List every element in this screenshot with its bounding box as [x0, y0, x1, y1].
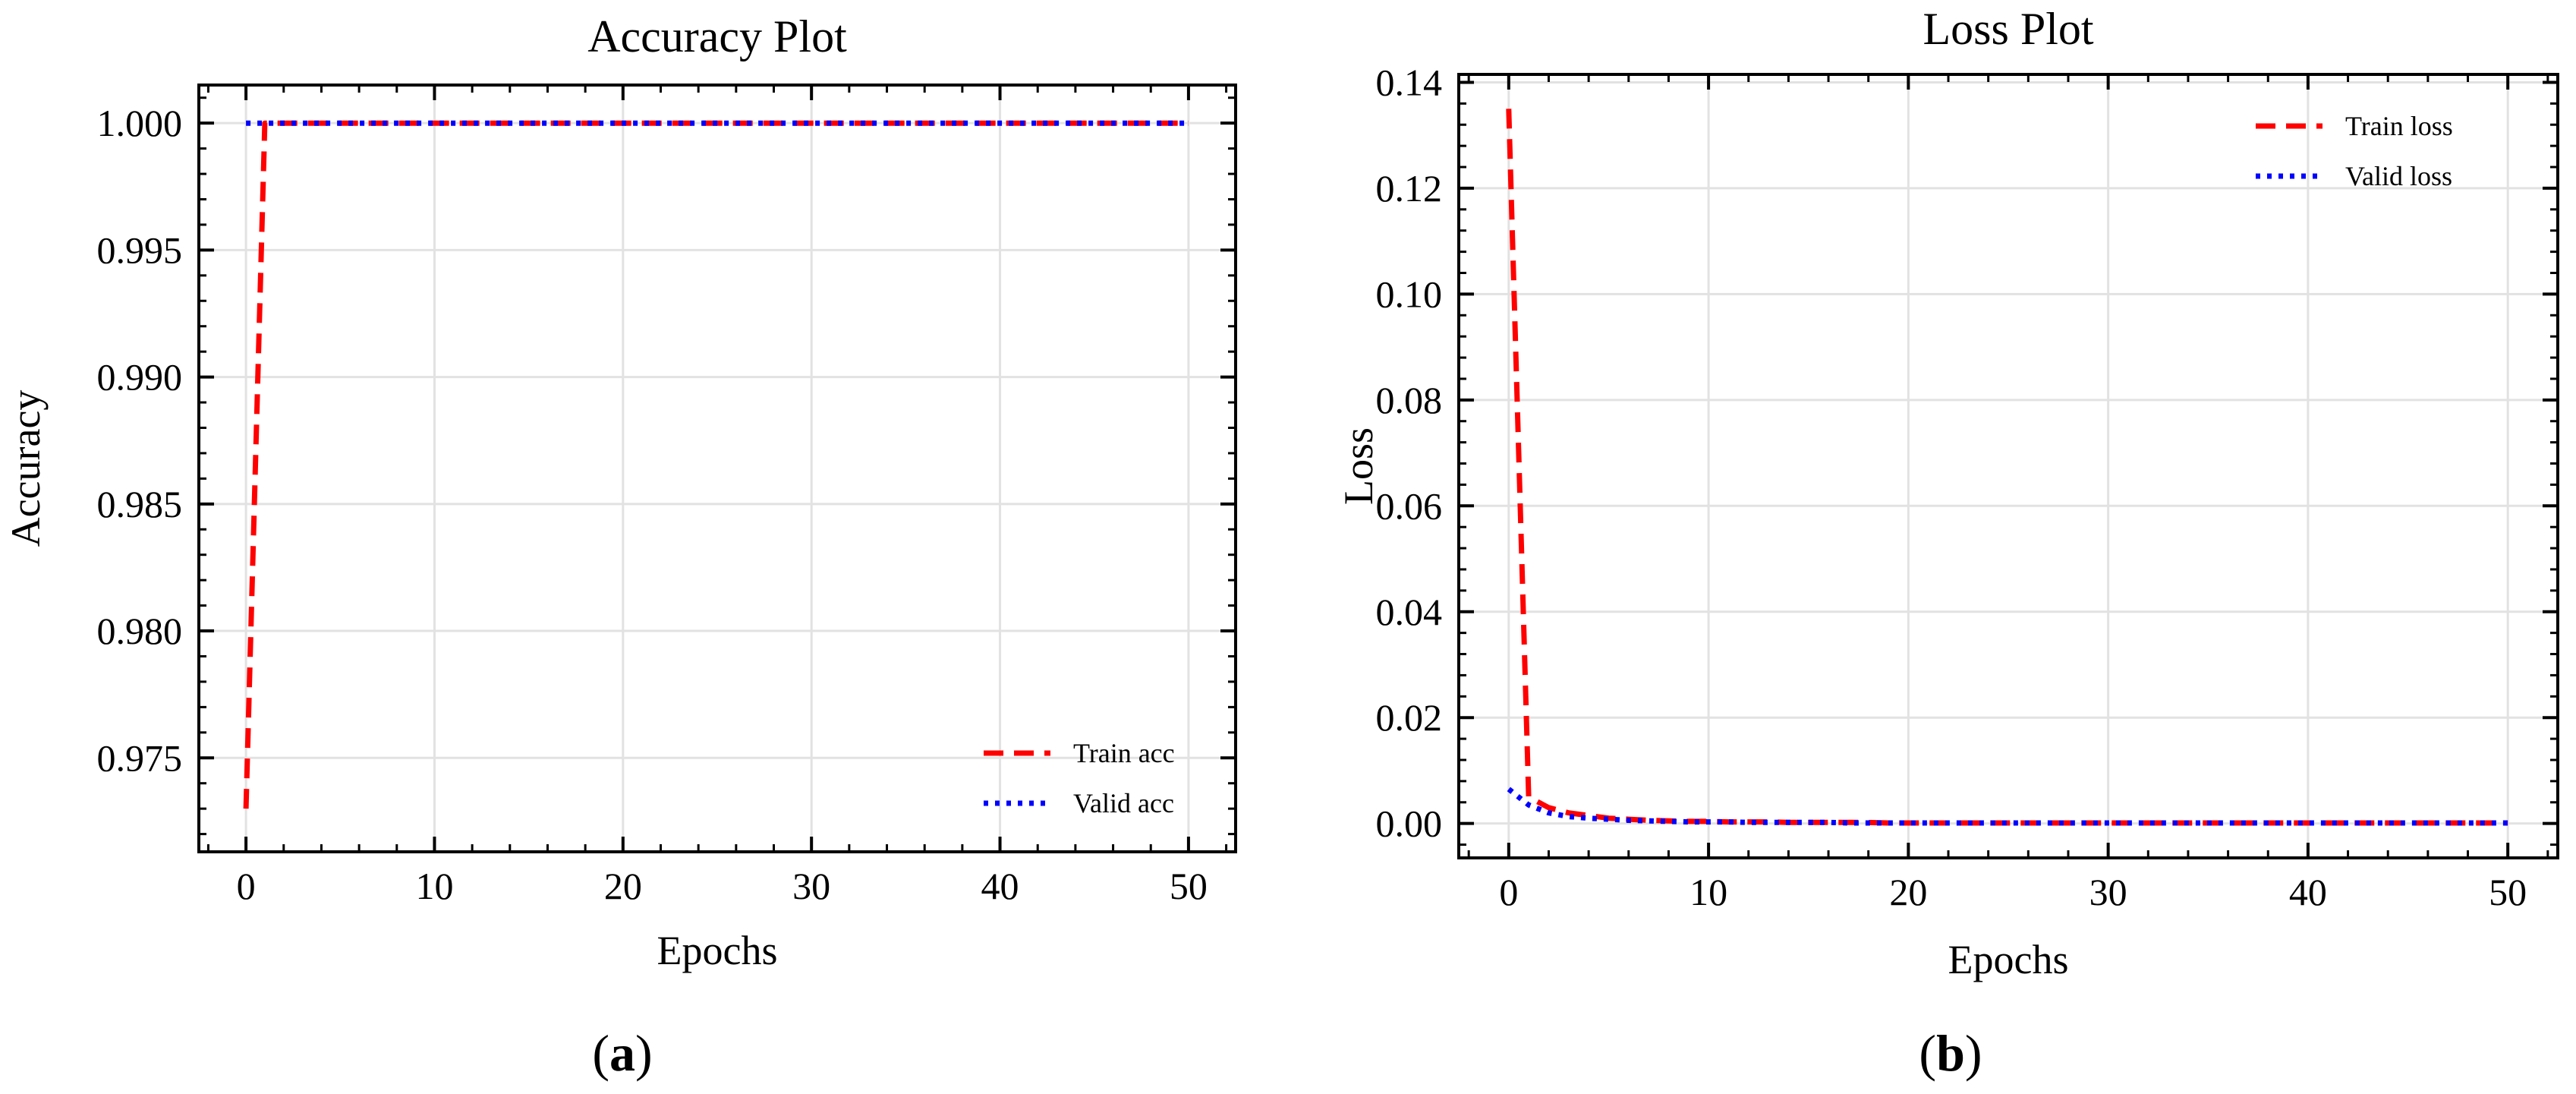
- legend: Train loss Valid loss: [2256, 111, 2453, 191]
- x-tick-label: 20: [604, 865, 642, 907]
- legend-label: Valid loss: [2345, 161, 2452, 191]
- x-tick-label: 50: [2489, 871, 2527, 913]
- y-tick-label: 0.985: [97, 483, 183, 525]
- x-tick-label: 30: [792, 865, 830, 907]
- y-tick-label: 1.000: [97, 102, 183, 144]
- legend-label: Train acc: [1073, 738, 1175, 768]
- accuracy-chart: Accuracy Plot 0 10 20 30 40 50 0.975 0.980 0.985 0…: [3, 11, 1237, 1082]
- legend-label: Valid acc: [1073, 788, 1174, 818]
- y-tick-label: 0.04: [1376, 591, 1443, 633]
- panel-label: (a): [592, 1024, 652, 1082]
- x-axis-label: Epochs: [1948, 937, 2069, 982]
- panel-letter: a: [609, 1024, 635, 1082]
- x-tick-label: 40: [981, 865, 1019, 907]
- y-tick-label: 0.02: [1376, 696, 1443, 739]
- x-tick-label: 20: [1889, 871, 1927, 913]
- grid-lines: [199, 85, 1236, 852]
- x-tick-label: 0: [1499, 871, 1518, 913]
- panel-letter: b: [1936, 1024, 1965, 1082]
- series-line-train-acc: [243, 120, 1189, 809]
- tick-marks: [199, 85, 1236, 852]
- y-tick-label: 0.995: [97, 229, 183, 271]
- series-line-train-loss: [1506, 109, 2508, 826]
- x-axis-label: Epochs: [657, 928, 778, 973]
- loss-chart: Loss Plot 0 10 20 30 40 50 0.00 0.02 0.04 0.06 0.08…: [1336, 4, 2559, 1082]
- y-tick-label: 0.14: [1376, 61, 1443, 103]
- axes-frame: [1457, 73, 2559, 859]
- axes-frame: [197, 84, 1237, 853]
- y-tick-label: 0.990: [97, 356, 183, 399]
- x-tick-label: 0: [237, 865, 256, 907]
- grid-lines: [1459, 74, 2558, 858]
- tick-marks: [1459, 74, 2558, 858]
- x-tick-label: 10: [1690, 871, 1727, 913]
- y-tick-label: 0.975: [97, 736, 183, 779]
- chart-title: Loss Plot: [1923, 4, 2093, 54]
- y-tick-label: 0.12: [1376, 167, 1443, 210]
- panel-label: (b): [1919, 1024, 1982, 1082]
- x-tick-label: 30: [2089, 871, 2127, 913]
- y-tick-label: 0.10: [1376, 273, 1443, 315]
- x-tick-label: 40: [2289, 871, 2327, 913]
- y-tick-label: 0.06: [1376, 484, 1443, 527]
- x-tick-label: 10: [415, 865, 453, 907]
- y-tick-label: 0.980: [97, 610, 183, 652]
- y-tick-label: 0.08: [1376, 379, 1443, 421]
- chart-title: Accuracy Plot: [587, 11, 847, 61]
- x-tick-label: 50: [1170, 865, 1208, 907]
- legend-label: Train loss: [2345, 111, 2453, 141]
- legend: Train acc Valid acc: [984, 738, 1175, 818]
- y-axis-label: Loss: [1336, 427, 1381, 505]
- y-axis-label: Accuracy: [3, 390, 49, 547]
- y-tick-label: 0.00: [1376, 802, 1443, 845]
- series-line-valid-loss: [1507, 787, 2508, 826]
